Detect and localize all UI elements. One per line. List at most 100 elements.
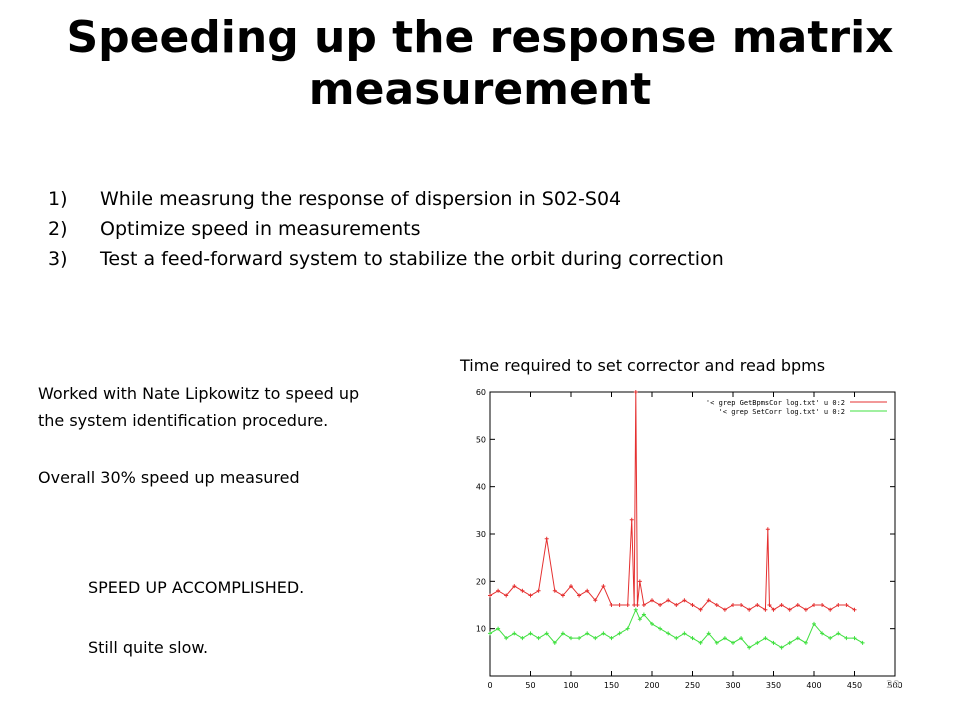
series-line: [489, 391, 855, 611]
data-point: [674, 603, 679, 607]
data-point: [488, 631, 492, 636]
data-point: [714, 603, 719, 607]
list-item: 1) While measrung the response of disper…: [48, 184, 724, 214]
data-point: [739, 603, 744, 607]
data-point: [690, 603, 695, 607]
data-point: [536, 588, 541, 593]
data-point: [860, 640, 865, 645]
data-point: [698, 640, 703, 645]
data-point: [682, 598, 687, 603]
data-point: [601, 584, 606, 589]
data-point: [617, 631, 622, 636]
data-point: [698, 607, 703, 612]
data-point: [520, 636, 525, 641]
notes-line-1: Worked with Nate Lipkowitz to speed up: [38, 384, 360, 403]
legend-label: '< grep GetBpmsCor log.txt' u 0:2: [706, 399, 845, 407]
data-point: [625, 603, 630, 607]
series-line: [489, 608, 863, 649]
data-point: [593, 636, 598, 641]
data-point: [771, 607, 776, 612]
data-point: [496, 588, 501, 593]
data-point: [496, 626, 501, 631]
data-point: [731, 603, 735, 607]
data-point: [609, 603, 614, 607]
data-point: [641, 603, 646, 607]
response-time-chart: 0 50 100 150 200 250 300 350 400 450 500 10 20 30 40 50…: [476, 388, 903, 690]
data-point: [569, 584, 573, 589]
data-point: [569, 636, 573, 641]
data-point: [803, 607, 808, 612]
data-point: [771, 640, 776, 645]
data-point: [641, 612, 646, 617]
data-point: [528, 593, 533, 598]
legend-label: '< grep SetCorr log.txt' u 0:2: [719, 408, 845, 416]
data-point: [755, 640, 760, 645]
data-point: [779, 603, 784, 607]
data-point: [585, 588, 590, 593]
data-point: [504, 593, 509, 598]
data-point: [763, 607, 768, 612]
plot-frame: [489, 391, 896, 677]
data-point: [767, 603, 772, 607]
data-point: [706, 598, 711, 603]
y-tick-label: 40: [476, 483, 486, 492]
data-point: [593, 598, 598, 603]
data-point: [625, 626, 630, 631]
data-point: [765, 527, 770, 532]
list-number: 1): [48, 188, 68, 210]
data-point: [690, 636, 695, 641]
data-point: [844, 603, 849, 607]
list-text: Test a feed-forward system to stabilize …: [100, 248, 724, 270]
data-point: [682, 631, 687, 636]
x-tick-label: 50: [525, 681, 535, 690]
data-point: [812, 621, 816, 626]
y-tick-label: 20: [476, 577, 486, 586]
data-point: [658, 603, 663, 607]
x-tick-label: 300: [725, 681, 740, 690]
x-tick-label: 100: [563, 681, 578, 690]
data-point: [544, 536, 549, 541]
data-point: [747, 607, 752, 612]
data-point: [722, 607, 727, 612]
data-point: [731, 640, 735, 645]
data-point: [635, 603, 640, 607]
x-tick-label: 450: [847, 681, 862, 690]
data-point: [552, 640, 557, 645]
data-point: [852, 636, 857, 641]
data-point: [552, 588, 557, 593]
notes-line-2: the system identification procedure.: [38, 411, 329, 430]
x-tick-label: 150: [604, 681, 619, 690]
x-tick-label: 0: [487, 681, 492, 690]
conclusion-line-2: Still quite slow.: [88, 638, 209, 657]
data-point: [512, 584, 517, 589]
chart-caption: Time required to set corrector and read …: [460, 356, 826, 375]
notes-line-3: Overall 30% speed up measured: [38, 468, 300, 487]
list-item: 3) Test a feed-forward system to stabili…: [48, 244, 724, 274]
data-point: [755, 603, 760, 607]
data-point: [779, 645, 784, 650]
objectives-list: 1) While measrung the response of disper…: [48, 184, 724, 274]
data-point: [650, 621, 654, 626]
data-point: [852, 607, 857, 612]
data-point: [820, 603, 825, 607]
data-point: [520, 588, 525, 593]
list-number: 3): [48, 248, 68, 270]
data-point: [714, 640, 719, 645]
data-point: [528, 631, 533, 636]
data-point: [536, 636, 541, 641]
data-point: [609, 636, 614, 641]
data-point: [544, 631, 549, 636]
data-point: [706, 631, 711, 636]
slide-number: 29: [886, 678, 900, 691]
data-point: [666, 598, 671, 603]
data-point: [488, 593, 492, 598]
list-text: Optimize speed in measurements: [100, 218, 421, 240]
data-point: [666, 631, 671, 636]
data-point: [577, 636, 582, 641]
data-point: [633, 607, 638, 612]
data-point: [836, 631, 841, 636]
data-point: [747, 645, 752, 650]
list-item: 2) Optimize speed in measurements: [48, 214, 724, 244]
x-tick-label: 250: [685, 681, 700, 690]
data-point: [722, 636, 727, 641]
